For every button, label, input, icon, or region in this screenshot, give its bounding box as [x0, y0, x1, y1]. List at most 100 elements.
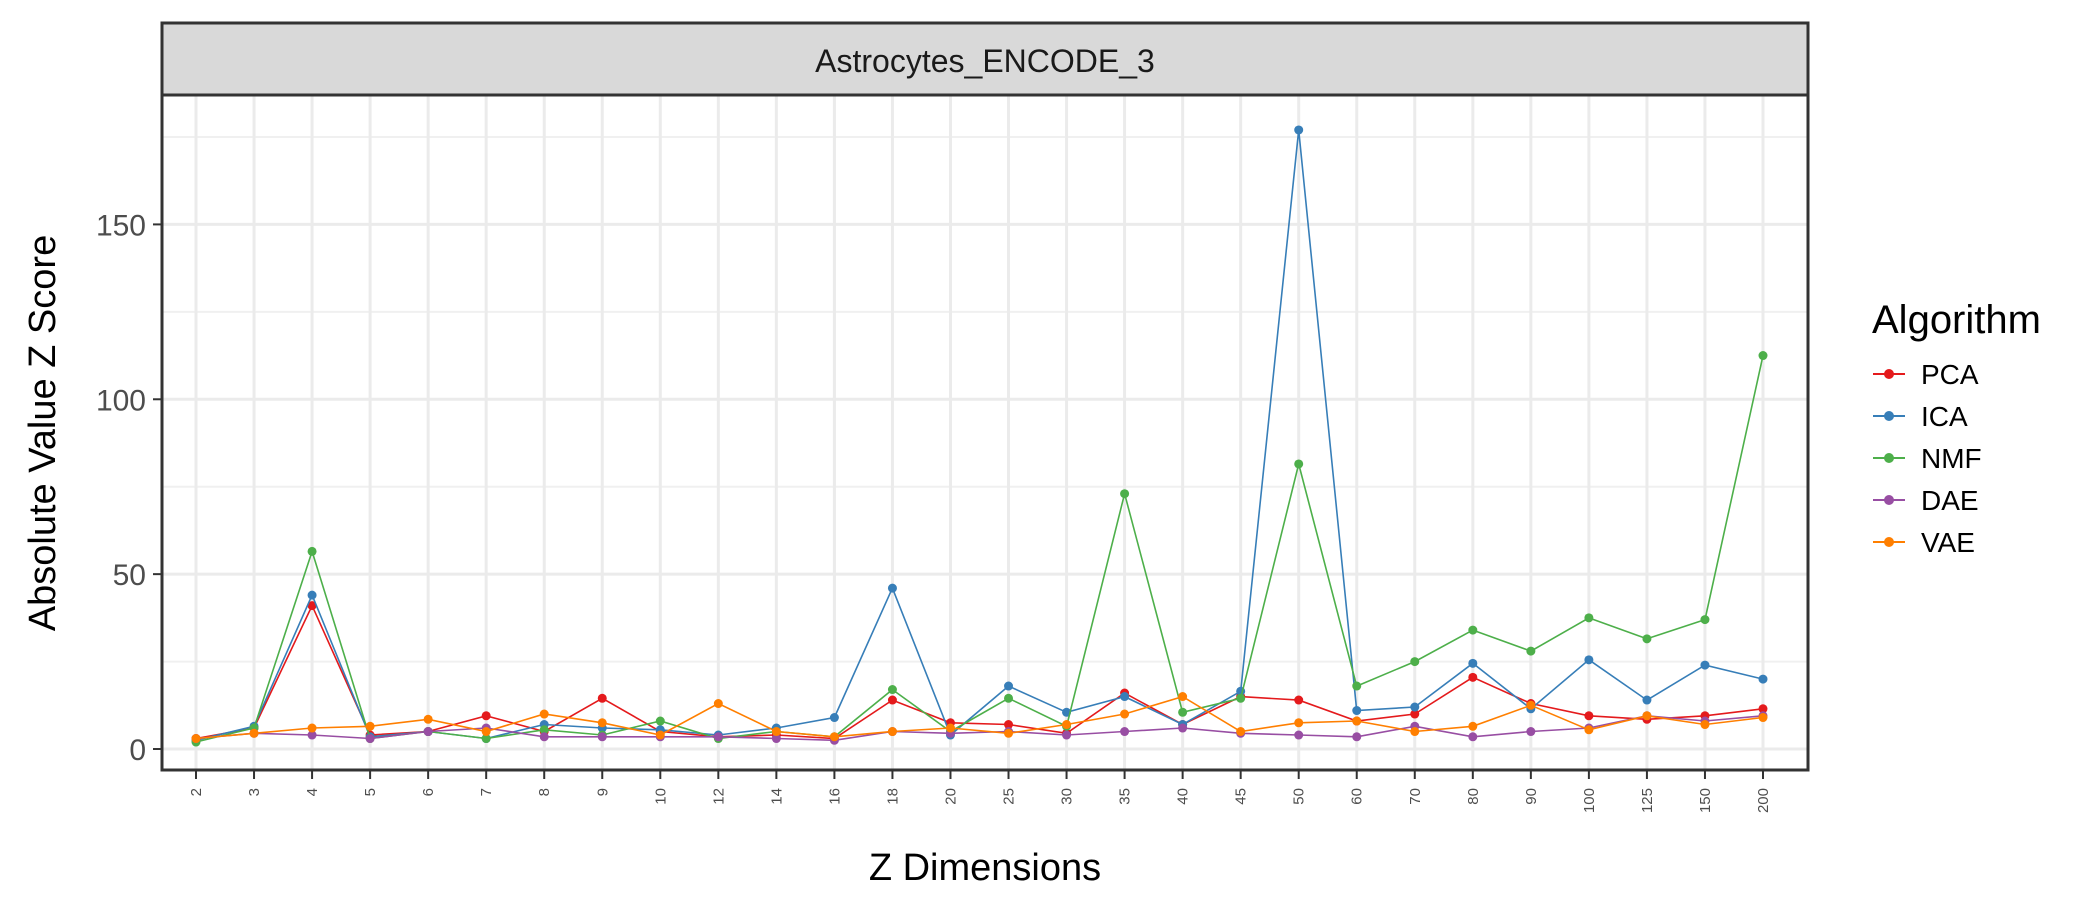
data-point-dae [771, 734, 781, 744]
data-point-dae [1178, 723, 1188, 733]
data-point-ica [1700, 660, 1710, 670]
data-point-vae [539, 709, 549, 719]
data-point-ica [307, 590, 317, 600]
data-point-vae [1294, 718, 1304, 728]
data-point-vae [365, 721, 375, 731]
data-point-nmf [307, 546, 317, 556]
legend-item-ica: ICA [1873, 401, 1968, 432]
series-layer [191, 125, 1768, 747]
data-point-ica [1120, 692, 1130, 702]
data-point-vae [1758, 713, 1768, 723]
series-line-dae [195, 714, 1764, 742]
series-vae [191, 692, 1768, 744]
series-line-pca [195, 603, 1764, 740]
data-point-dae [713, 732, 723, 742]
x-tick-label: 45 [1233, 788, 1250, 805]
series-line-vae [195, 695, 1764, 740]
x-tick-label: 14 [768, 788, 785, 805]
x-tick-label: 20 [942, 788, 959, 805]
data-point-dae [1352, 732, 1362, 742]
legend-item-pca: PCA [1873, 359, 1979, 390]
x-tick-label: 5 [362, 788, 379, 796]
data-point-dae [1468, 732, 1478, 742]
data-point-nmf [1294, 459, 1304, 469]
legend-key-point [1884, 369, 1894, 379]
data-point-vae [1236, 727, 1246, 737]
legend-key-point [1884, 495, 1894, 505]
legend-label-nmf: NMF [1921, 443, 1982, 474]
data-point-vae [1004, 728, 1014, 738]
data-point-ica [1294, 125, 1304, 135]
data-point-dae [1294, 730, 1304, 740]
data-point-nmf [539, 725, 549, 735]
data-point-vae [1062, 720, 1072, 730]
x-tick-label: 9 [594, 788, 611, 796]
data-point-ica [1584, 655, 1594, 665]
data-point-vae [887, 727, 897, 737]
x-tick-label: 25 [1001, 788, 1018, 805]
data-point-pca [307, 601, 317, 611]
data-point-vae [481, 727, 491, 737]
x-tick-label: 60 [1349, 788, 1366, 805]
data-point-nmf [1178, 707, 1188, 717]
data-point-pca [481, 711, 491, 721]
x-tick-label: 7 [478, 788, 495, 796]
facet-strip [160, 21, 1810, 97]
y-tick-label: 0 [129, 734, 146, 767]
data-point-nmf [481, 734, 491, 744]
data-point-vae [191, 734, 201, 744]
legend-label-ica: ICA [1921, 401, 1968, 432]
data-point-vae [945, 723, 955, 733]
data-point-vae [307, 723, 317, 733]
data-point-vae [1526, 700, 1536, 710]
data-point-nmf [887, 685, 897, 695]
data-point-vae [1410, 727, 1420, 737]
data-point-vae [423, 714, 433, 724]
data-point-vae [1468, 721, 1478, 731]
x-tick-label: 70 [1407, 788, 1424, 805]
x-tick-label: 90 [1523, 788, 1540, 805]
data-point-dae [307, 730, 317, 740]
data-point-vae [829, 732, 839, 742]
x-tick-label: 3 [246, 788, 263, 796]
data-point-dae [1526, 727, 1536, 737]
data-point-ica [1352, 706, 1362, 716]
legend: Algorithm PCA ICA NMF DAE VAE [1872, 298, 2041, 558]
legend-item-nmf: NMF [1873, 443, 1982, 474]
data-point-dae [1120, 727, 1130, 737]
data-point-vae [1642, 711, 1652, 721]
x-axis-title: Z Dimensions [869, 847, 1101, 889]
data-point-vae [771, 727, 781, 737]
data-point-nmf [1352, 681, 1362, 691]
data-point-vae [1352, 716, 1362, 726]
x-tick-label: 125 [1639, 788, 1656, 813]
data-point-pca [597, 693, 607, 703]
data-point-dae [1062, 730, 1072, 740]
data-point-vae [1700, 720, 1710, 730]
data-point-nmf [1468, 625, 1478, 635]
data-point-vae [1178, 692, 1188, 702]
data-point-pca [1004, 720, 1014, 730]
facet-strip-title: Astrocytes_ENCODE_3 [815, 43, 1155, 79]
data-point-nmf [1700, 615, 1710, 625]
data-point-vae [249, 728, 259, 738]
data-point-pca [1584, 711, 1594, 721]
data-point-nmf [1120, 489, 1130, 499]
legend-key-point [1884, 537, 1894, 547]
data-point-nmf [1758, 351, 1768, 361]
y-tick-label: 150 [96, 209, 146, 242]
data-point-nmf [1004, 693, 1014, 703]
x-tick-label: 35 [1117, 788, 1134, 805]
x-tick-label: 100 [1581, 788, 1598, 813]
data-point-vae [655, 730, 665, 740]
x-tick-label: 10 [652, 788, 669, 805]
data-point-nmf [1584, 613, 1594, 623]
x-tick-label: 50 [1291, 788, 1308, 805]
legend-key-point [1884, 453, 1894, 463]
x-tick-label: 30 [1059, 788, 1076, 805]
x-tick-label: 4 [304, 788, 321, 796]
legend-label-pca: PCA [1921, 359, 1979, 390]
data-point-ica [1642, 695, 1652, 705]
